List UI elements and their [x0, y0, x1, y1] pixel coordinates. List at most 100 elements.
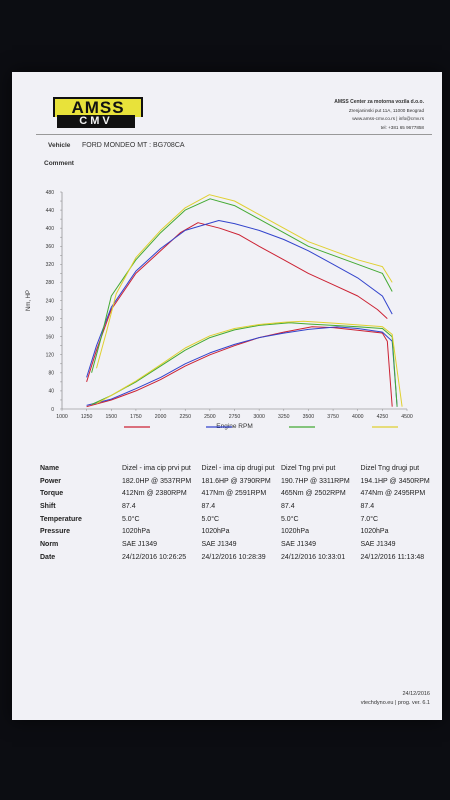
footer-software: vtechdyno.eu | prog. ver. 6.1 — [360, 700, 430, 706]
company-address: Zrenjaninski put 11A, 11000 Beograd — [348, 107, 424, 113]
x-tick-label: 2500 — [204, 414, 216, 420]
y-tick-label: 120 — [46, 353, 55, 359]
run-1-power: 182.0HP @ 3537RPM — [121, 477, 192, 485]
company-phone: tel: +381 65 9677858 — [380, 124, 424, 130]
series-torque-line-4 — [96, 194, 393, 369]
run-2-date: 24/12/2016 10:28:39 — [201, 553, 266, 561]
run-4-shift: 87.4 — [360, 502, 375, 510]
row-label: Temperature — [40, 515, 82, 523]
header-divider — [36, 134, 432, 135]
results-row-power: Power 182.0HP @ 3537RPM 181.6HP @ 3790RPM 1… — [28, 475, 438, 488]
y-tick-label: 240 — [46, 298, 55, 304]
results-row-pressure: Pressure 1020hPa 1020hPa 1020hPa 1020hPa — [28, 525, 438, 538]
run-3-power: 190.7HP @ 3311RPM — [280, 477, 350, 485]
run-4-norm: SAE J1349 — [360, 540, 396, 548]
run-4-temperature: 7.0°C — [360, 515, 379, 523]
run-1-norm: SAE J1349 — [121, 540, 157, 548]
x-tick-label: 4000 — [352, 414, 364, 420]
run-1-name: Dizel - ima cip prvi put — [121, 464, 191, 472]
row-label: Power — [40, 477, 62, 485]
run-4-date: 24/12/2016 11:13:48 — [360, 553, 425, 561]
series-torque-line-1 — [86, 222, 388, 383]
y-tick-label: 480 — [46, 190, 55, 196]
comment-label: Comment — [44, 160, 74, 167]
y-tick-label: 360 — [46, 244, 55, 250]
results-row-shift: Shift 87.4 87.4 87.4 87.4 — [28, 500, 438, 513]
x-tick-label: 2250 — [179, 414, 191, 420]
run-4-power: 194.1HP @ 3450RPM — [360, 477, 430, 485]
footer-date: 24/12/2016 — [402, 691, 430, 697]
x-axis-title: Engine RPM — [216, 423, 253, 430]
run-3-name: Dizel Tng prvi put — [280, 464, 336, 472]
x-tick-label: 4250 — [377, 414, 389, 420]
x-tick-label: 3250 — [278, 414, 290, 420]
y-tick-label: 400 — [46, 226, 55, 232]
run-1-torque: 412Nm @ 2380RPM — [121, 490, 187, 498]
y-tick-label: 0 — [51, 407, 54, 413]
results-row-norm: Norm SAE J1349 SAE J1349 SAE J1349 SAE J1349 — [28, 538, 438, 551]
y-tick-label: 280 — [46, 280, 55, 286]
dyno-chart: 0 40 80 120 160 200 240 280 320 360 400 440 480 1000 1… — [26, 190, 413, 430]
run-2-pressure: 1020hPa — [201, 528, 230, 536]
y-tick-label: 40 — [48, 389, 54, 395]
row-label: Pressure — [40, 528, 70, 536]
row-label: Torque — [40, 490, 64, 498]
company-info: AMSS Center za motorna vozila d.o.o. Zre… — [274, 98, 424, 132]
row-label: Name — [40, 464, 60, 472]
y-tick-label: 440 — [46, 208, 55, 214]
series-power-line-3 — [91, 322, 398, 407]
series-power-line-4 — [96, 320, 403, 407]
y-tick-label: 160 — [46, 334, 55, 340]
vehicle-label: Vehicle — [48, 142, 71, 149]
y-tick-label: 80 — [48, 371, 54, 377]
series-torque-line-3 — [91, 198, 393, 373]
run-3-temperature: 5.0°C — [280, 515, 299, 523]
x-tick-label: 2750 — [229, 414, 241, 420]
y-axis-title: Nm, HP — [26, 290, 32, 311]
logo-bottom-text: CMV — [57, 115, 135, 128]
x-tick-label: 2000 — [155, 414, 167, 420]
run-1-temperature: 5.0°C — [121, 515, 140, 523]
run-2-torque: 417Nm @ 2591RPM — [201, 490, 267, 498]
run-1-date: 24/12/2016 10:26:25 — [121, 553, 187, 561]
footer: 24/12/2016 vtechdyno.eu | prog. ver. 6.1 — [361, 690, 430, 708]
x-tick-label: 1500 — [106, 414, 118, 420]
y-tick-label: 320 — [46, 262, 55, 268]
x-tick-label: 3000 — [253, 414, 265, 420]
x-tick-label: 1000 — [56, 414, 68, 420]
series-power-line-1 — [86, 326, 393, 408]
run-4-name: Dizel Tng drugi put — [360, 464, 420, 472]
run-3-torque: 465Nm @ 2502RPM — [280, 490, 346, 498]
run-2-temperature: 5.0°C — [201, 515, 220, 523]
row-label: Date — [40, 553, 56, 561]
row-label: Shift — [40, 502, 56, 510]
run-3-date: 24/12/2016 10:33:01 — [280, 553, 346, 561]
series-torque-line-2 — [86, 220, 393, 378]
vehicle-value: FORD MONDEO MT : BG708CA — [82, 142, 185, 149]
results-row-temperature: Temperature 5.0°C 5.0°C 5.0°C 7.0°C — [28, 513, 438, 526]
run-2-shift: 87.4 — [201, 502, 216, 510]
company-name: AMSS Center za motorna vozila d.o.o. — [334, 99, 424, 105]
row-label: Norm — [40, 540, 59, 548]
x-tick-label: 4500 — [401, 414, 413, 420]
run-3-pressure: 1020hPa — [280, 528, 309, 536]
run-1-pressure: 1020hPa — [121, 528, 150, 536]
x-tick-label: 3500 — [303, 414, 315, 420]
dyno-report-sheet: AMSS CMV AMSS Center za motorna vozila d… — [12, 72, 442, 720]
run-3-norm: SAE J1349 — [280, 540, 316, 548]
amss-cmv-logo: AMSS CMV — [53, 97, 143, 131]
results-row-name: Name Dizel - ima cip prvi put Dizel - ima … — [28, 462, 438, 475]
run-3-shift: 87.4 — [280, 502, 295, 510]
series-power-line-2 — [86, 326, 398, 407]
run-1-shift: 87.4 — [121, 502, 136, 510]
x-tick-label: 3750 — [327, 414, 339, 420]
y-tick-label: 200 — [46, 316, 55, 322]
results-table: Name Dizel - ima cip prvi put Dizel - ima … — [28, 462, 438, 564]
run-4-torque: 474Nm @ 2495RPM — [360, 490, 426, 498]
logo-top-text: AMSS — [53, 97, 143, 117]
run-2-name: Dizel - ima cip drugi put — [201, 464, 275, 472]
x-tick-label: 1750 — [130, 414, 142, 420]
x-tick-label: 1250 — [81, 414, 93, 420]
company-web: www.amss-cmv.co.rs | info@cmv.rs — [352, 116, 424, 121]
results-row-date: Date 24/12/2016 10:26:25 24/12/2016 10:28:… — [28, 551, 438, 564]
